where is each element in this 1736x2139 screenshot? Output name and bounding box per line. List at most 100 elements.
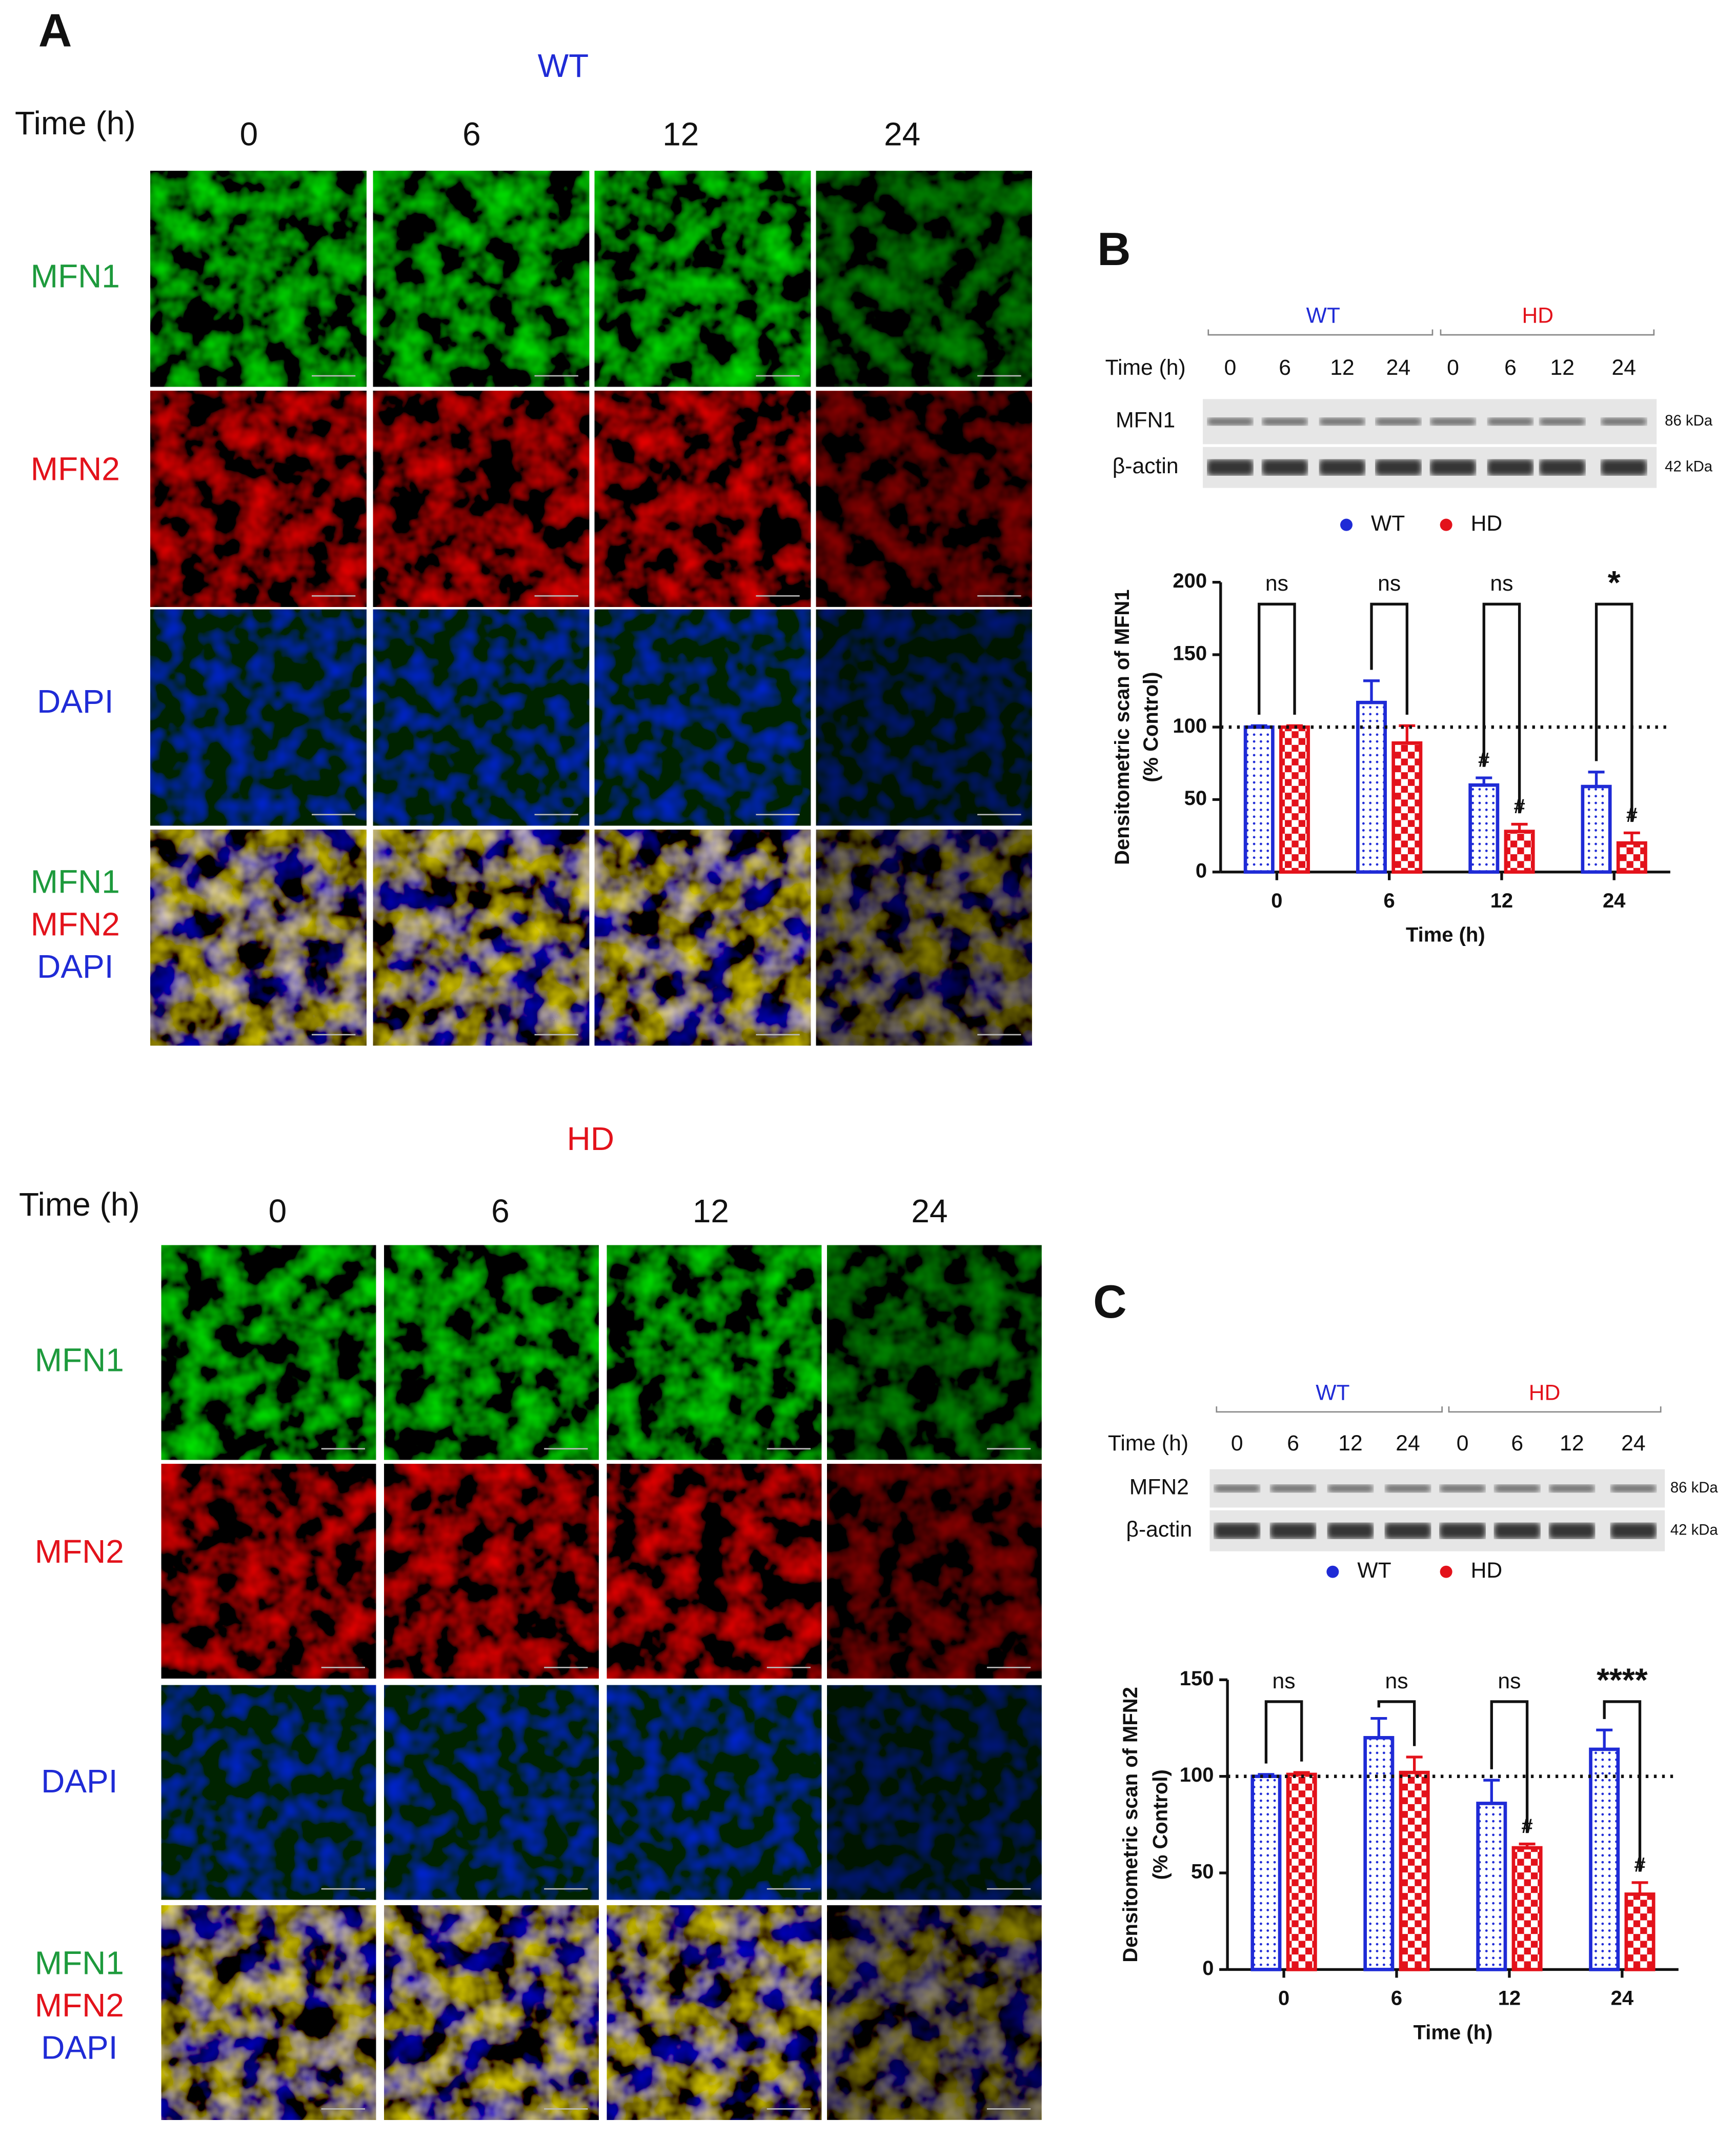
micrograph-signal (594, 391, 811, 607)
blot-band (1319, 417, 1366, 426)
blot-band (1493, 1484, 1541, 1493)
time-point: 6 (491, 1193, 510, 1229)
blot-band (1493, 1522, 1541, 1539)
stain-label: DAPI (37, 683, 113, 720)
x-tick-label: 6 (1384, 890, 1395, 912)
time-point: 6 (1287, 1431, 1299, 1456)
blot-band (1207, 459, 1254, 476)
significance-label: ns (1490, 571, 1513, 596)
micrograph-signal (816, 391, 1032, 607)
x-axis-label: Time (h) (1414, 2021, 1493, 2044)
time-point: 0 (1447, 355, 1459, 380)
time-point: 12 (1550, 355, 1574, 380)
micrograph-signal (816, 830, 1032, 1046)
blot-band (1548, 1484, 1596, 1493)
significance-bracket (1258, 602, 1296, 715)
time-label: Time (h) (15, 105, 136, 142)
error-bar (1406, 1755, 1423, 1773)
blot-band (1600, 417, 1647, 426)
micrograph-signal (607, 1905, 822, 2120)
micrograph-signal (816, 171, 1032, 387)
blot-size: 86 kDa (1665, 412, 1713, 429)
error-bar (1250, 724, 1267, 728)
y-axis-label: (% Control) (1140, 672, 1162, 782)
blot-band (1439, 1484, 1486, 1493)
time-point: 12 (1560, 1431, 1584, 1456)
significance-bracket (1377, 1700, 1416, 1746)
micrograph-signal (150, 391, 367, 607)
blot-group: WT (1306, 304, 1340, 328)
legend-marker (1440, 1565, 1452, 1578)
error-bar (1258, 1773, 1275, 1777)
blot-band (1539, 459, 1586, 476)
blot-band (1375, 459, 1422, 476)
y-tick-label: 0 (1202, 1957, 1214, 1980)
blot-band (1600, 459, 1647, 476)
blot-group: HD (1529, 1380, 1561, 1405)
legend-label: HD (1471, 511, 1503, 536)
time-point: 6 (1279, 355, 1291, 380)
blot-size: 42 kDa (1670, 1521, 1719, 1538)
micrograph-signal (827, 1905, 1042, 2120)
blot-band (1261, 417, 1308, 426)
x-tick-label: 24 (1611, 1987, 1634, 2010)
time-point: 6 (1511, 1431, 1523, 1456)
error-bar (1631, 1881, 1648, 1894)
blot-band (1319, 459, 1366, 476)
bar (1286, 1772, 1317, 1971)
blot-band (1327, 1522, 1374, 1539)
blot-band (1261, 459, 1308, 476)
blot-band (1384, 1484, 1431, 1493)
blot-row-label: MFN2 (1129, 1475, 1189, 1499)
micrograph-signal (594, 609, 811, 826)
time-point: 12 (662, 115, 699, 152)
micrograph-signal (373, 391, 590, 607)
micrograph-signal (594, 830, 811, 1046)
micrograph-signal (384, 1245, 599, 1460)
x-tick-label: 6 (1391, 1987, 1402, 2010)
bar (1504, 830, 1535, 874)
blot-group: HD (1522, 304, 1553, 328)
blot-band (1269, 1522, 1317, 1539)
time-point: 0 (1231, 1431, 1243, 1456)
x-axis-label: Time (h) (1406, 924, 1485, 946)
blot-band (1610, 1484, 1657, 1493)
legend-label: HD (1471, 1558, 1503, 1583)
bar (1243, 725, 1275, 874)
blot-row-label: MFN1 (1116, 408, 1175, 433)
merge-label: MFN1 (35, 1944, 124, 1981)
bar (1511, 1846, 1543, 1971)
blot-band (1487, 459, 1534, 476)
y-tick-label: 150 (1180, 1667, 1214, 1690)
micrograph-signal (816, 609, 1032, 826)
micrograph-signal (373, 609, 590, 826)
significance-label: ns (1498, 1669, 1521, 1693)
time-point: 0 (269, 1193, 287, 1229)
bar (1476, 1802, 1507, 1971)
merge-label: MFN2 (31, 905, 120, 942)
y-tick-label: 50 (1191, 1861, 1214, 1883)
legend-marker (1340, 518, 1353, 531)
micrograph-signal (594, 171, 811, 387)
micrograph-signal (827, 1685, 1042, 1900)
time-point: 6 (462, 115, 481, 152)
blot-band (1375, 417, 1422, 426)
blot-band (1214, 1484, 1261, 1493)
bar (1589, 1747, 1620, 1971)
time-point: 12 (1338, 1431, 1362, 1456)
y-tick-label: 100 (1173, 715, 1207, 737)
blot-band (1214, 1522, 1261, 1539)
time-point: 24 (911, 1193, 947, 1229)
error-bar (1596, 1728, 1613, 1749)
blot-band (1384, 1522, 1431, 1539)
error-bar (1293, 1771, 1310, 1774)
y-axis-label: Densitometric scan of MFN1 (1111, 589, 1134, 864)
blot-band (1487, 417, 1534, 426)
time-point: 12 (1330, 355, 1354, 380)
legend-label: WT (1371, 511, 1405, 536)
merge-label: DAPI (37, 948, 113, 985)
bar (1468, 783, 1500, 874)
y-tick-label: 200 (1173, 570, 1207, 592)
y-axis-label: (% Control) (1149, 1769, 1172, 1880)
